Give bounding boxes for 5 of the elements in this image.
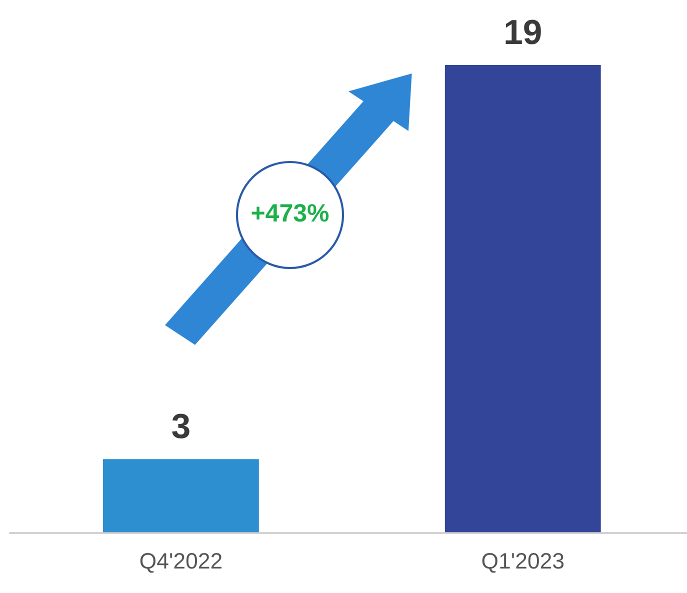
x-tick-label: Q4'2022 [140,553,222,573]
x-tick-label: Q1'2023 [482,553,564,573]
data-label: 3 [172,414,190,438]
data-label: 19 [506,20,541,44]
annotation: +473% [252,204,329,222]
